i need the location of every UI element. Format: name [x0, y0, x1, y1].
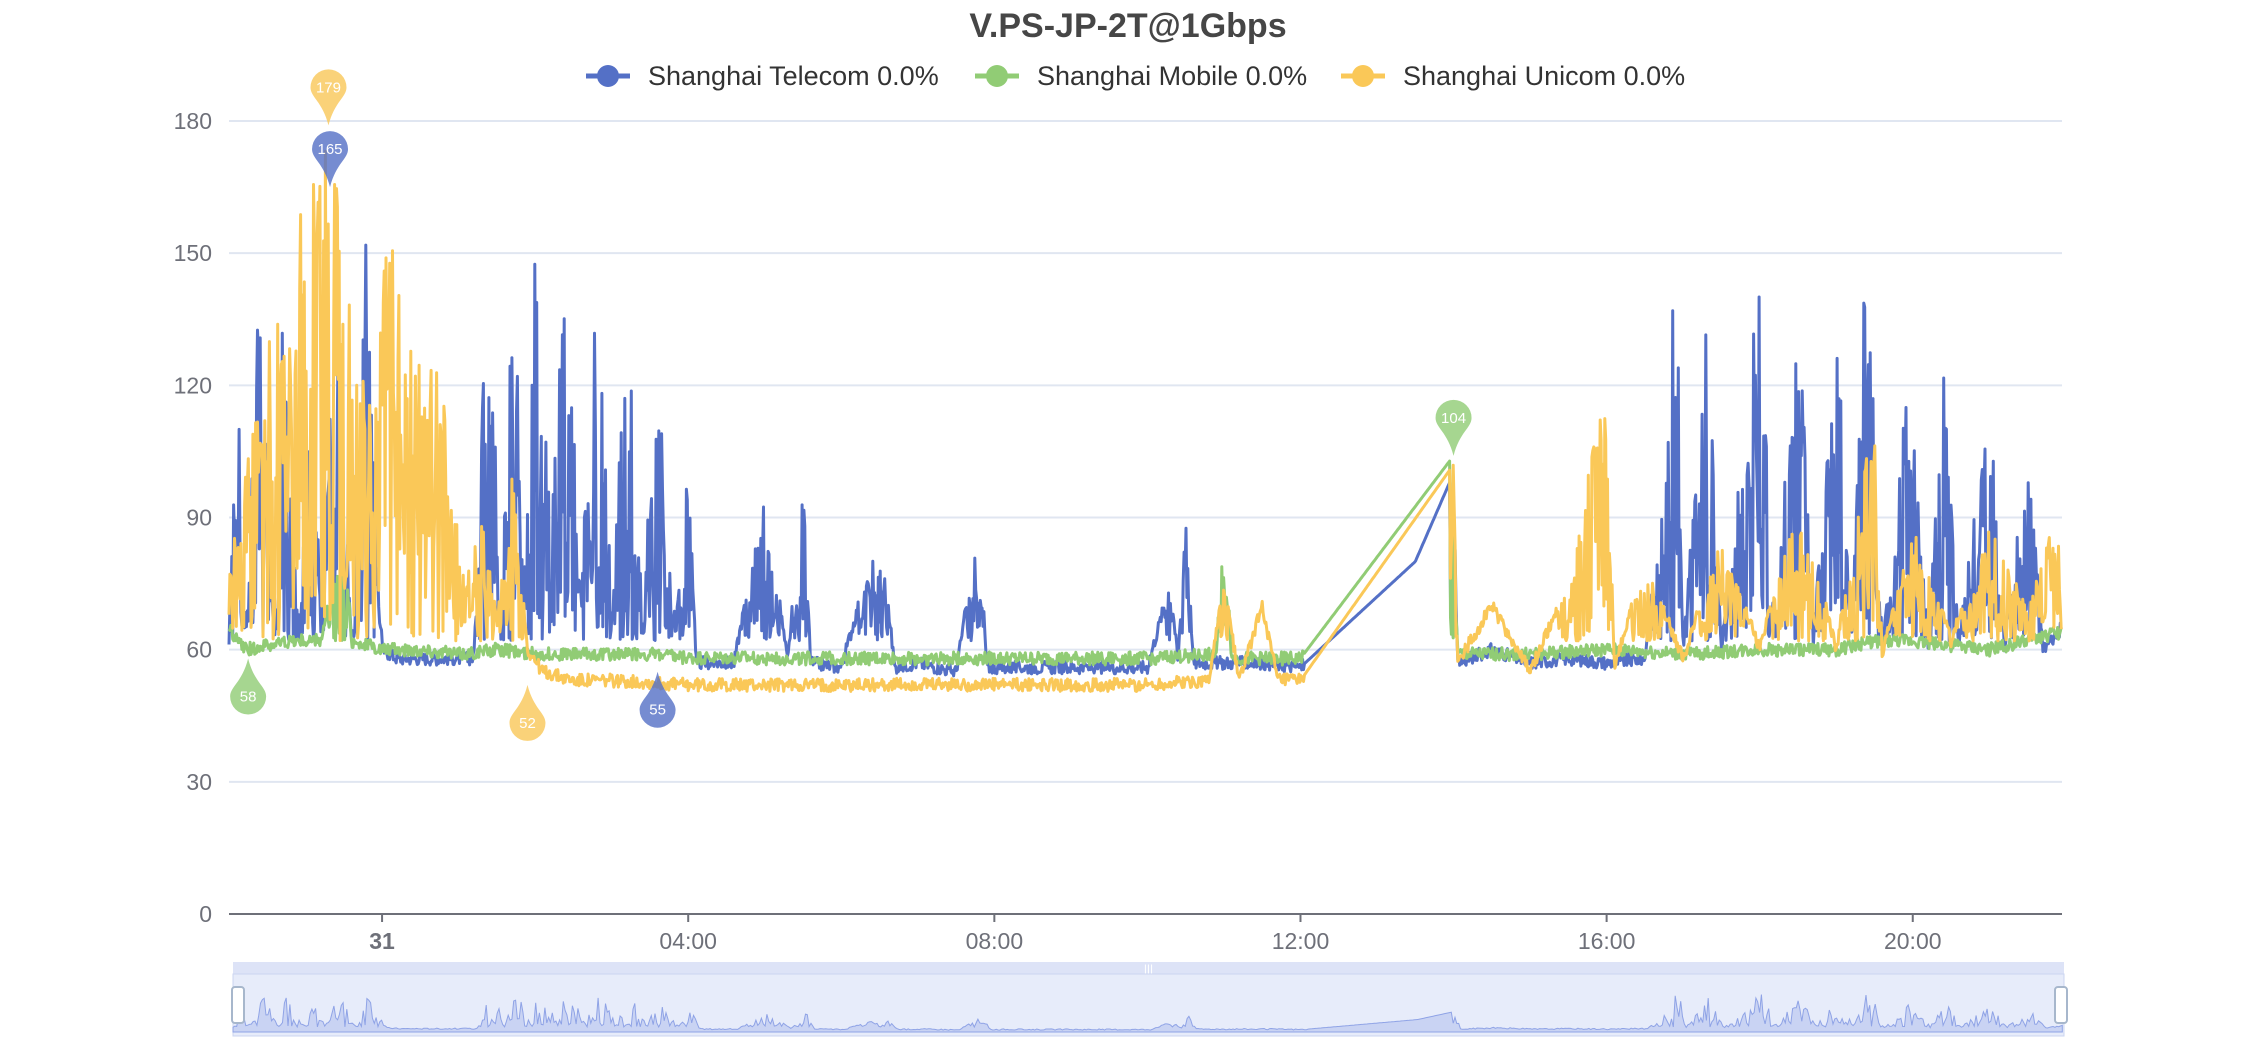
y-tick-label: 60	[186, 637, 212, 663]
legend-label: Shanghai Mobile 0.0%	[1037, 61, 1307, 91]
series-line	[227, 243, 2063, 678]
mark-points: 165 55 58 104 179 52	[230, 69, 1472, 741]
datazoom-slider[interactable]: |||	[231, 962, 2068, 1037]
datazoom-handle[interactable]	[2054, 986, 2068, 1024]
legend-label: Shanghai Unicom 0.0%	[1403, 61, 1685, 91]
mark-point: 52	[509, 684, 546, 741]
pin-label: 165	[318, 141, 343, 158]
legend: Shanghai Telecom 0.0% Shanghai Mobile 0.0…	[586, 61, 1685, 91]
pin-shape	[312, 131, 349, 188]
x-axis: 31 04:00 08:00 12:00 16:00 20:00	[229, 913, 2062, 954]
x-tick-label: 04:00	[659, 928, 717, 954]
pin-shape	[310, 69, 347, 126]
pin-label: 52	[519, 715, 536, 732]
mark-point: 55	[639, 671, 676, 728]
pin-label: 58	[240, 688, 257, 705]
x-tick-label: 20:00	[1884, 928, 1942, 954]
y-tick-label: 150	[174, 240, 212, 266]
legend-symbol	[597, 65, 619, 87]
pin-shape	[639, 671, 676, 728]
datazoom-handle[interactable]	[231, 986, 245, 1024]
x-tick-label: 16:00	[1578, 928, 1636, 954]
mark-point: 58	[230, 658, 267, 715]
legend-symbol	[986, 65, 1008, 87]
pin-shape	[509, 684, 546, 741]
legend-item[interactable]: Shanghai Unicom 0.0%	[1341, 61, 1685, 91]
x-tick-label: 12:00	[1272, 928, 1330, 954]
plot-area	[227, 149, 2063, 693]
pin-shape	[230, 658, 267, 715]
legend-label: Shanghai Telecom 0.0%	[648, 61, 939, 91]
pin-label: 104	[1441, 410, 1466, 427]
y-tick-label: 90	[186, 505, 212, 531]
chart-title: V.PS-JP-2T@1Gbps	[969, 7, 1286, 45]
y-tick-label: 30	[186, 769, 212, 795]
legend-item[interactable]: Shanghai Telecom 0.0%	[586, 61, 939, 91]
legend-item[interactable]: Shanghai Mobile 0.0%	[975, 61, 1307, 91]
pin-label: 55	[649, 702, 666, 719]
y-tick-label: 120	[174, 372, 212, 398]
y-tick-label: 0	[199, 901, 212, 927]
x-tick-label: 31	[369, 928, 395, 954]
y-axis: 0 30 60 90 120 150 180	[174, 108, 212, 927]
x-tick-label: 08:00	[966, 928, 1024, 954]
mark-point: 104	[1435, 399, 1472, 456]
pin-label: 179	[316, 79, 341, 96]
y-tick-label: 180	[174, 108, 212, 134]
datazoom-grip[interactable]: |||	[1144, 962, 1153, 976]
mark-point: 165	[312, 131, 349, 188]
datazoom-preview	[232, 994, 2063, 1033]
pin-shape	[1435, 399, 1472, 456]
legend-symbol	[1352, 65, 1374, 87]
datazoom-handle-bar[interactable]	[233, 962, 2064, 974]
mark-point: 179	[310, 69, 347, 126]
series-line	[227, 149, 2063, 693]
